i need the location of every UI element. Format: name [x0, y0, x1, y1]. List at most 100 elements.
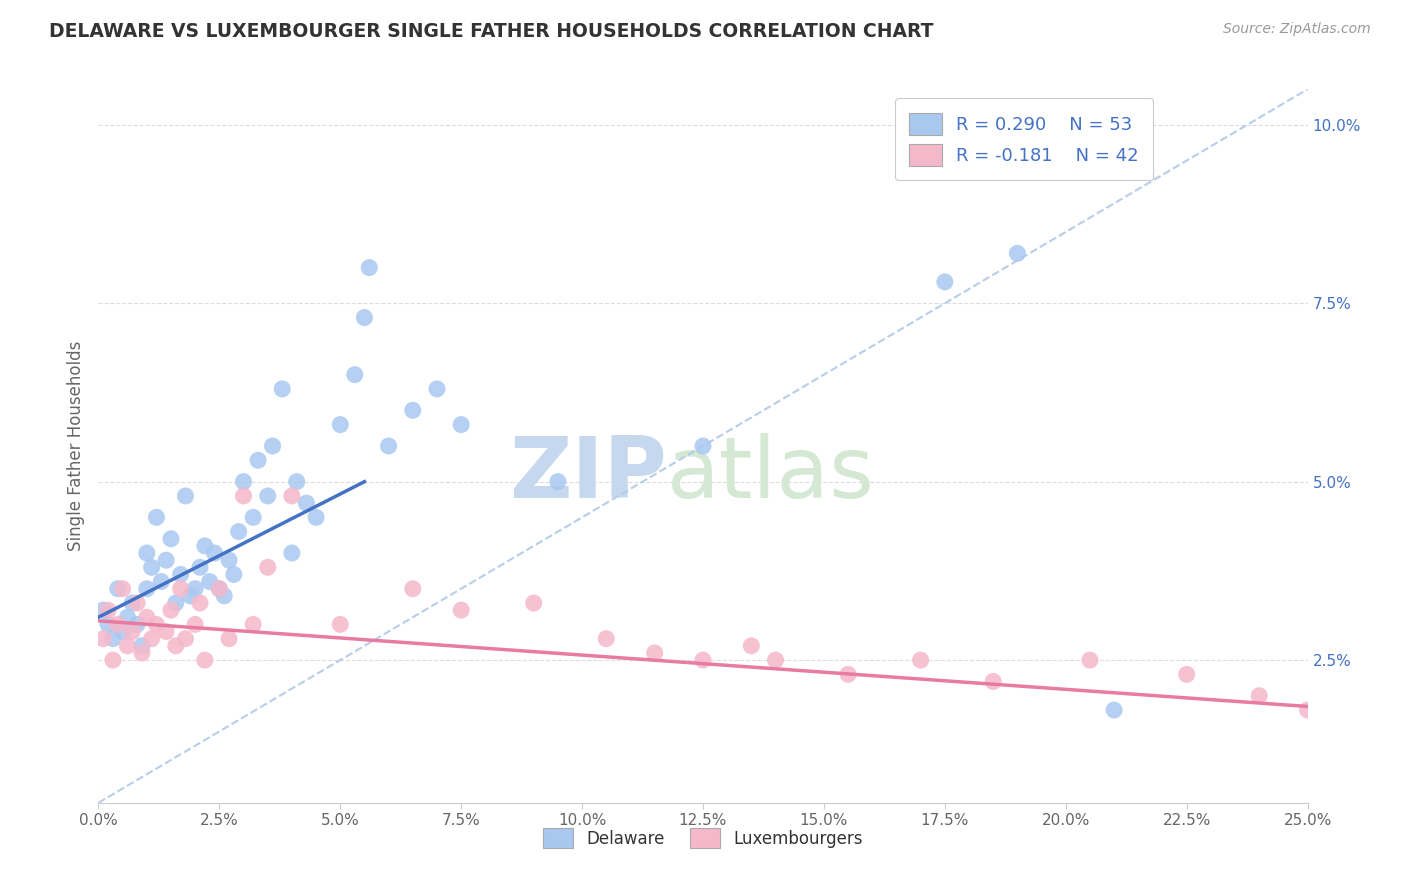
Point — [218, 553, 240, 567]
Point — [208, 582, 231, 596]
Point — [218, 632, 240, 646]
Point — [160, 532, 183, 546]
Point — [353, 310, 375, 325]
Point — [256, 560, 278, 574]
Point — [208, 582, 231, 596]
Point — [692, 653, 714, 667]
Point — [121, 624, 143, 639]
Point — [644, 646, 666, 660]
Point — [329, 417, 352, 432]
Legend: Delaware, Luxembourgers: Delaware, Luxembourgers — [537, 822, 869, 855]
Point — [692, 439, 714, 453]
Point — [117, 639, 139, 653]
Point — [212, 589, 235, 603]
Point — [228, 524, 250, 539]
Point — [295, 496, 318, 510]
Point — [174, 632, 197, 646]
Point — [135, 546, 157, 560]
Point — [981, 674, 1004, 689]
Point — [256, 489, 278, 503]
Point — [127, 596, 149, 610]
Point — [131, 639, 153, 653]
Point — [426, 382, 449, 396]
Point — [150, 574, 173, 589]
Point — [194, 539, 217, 553]
Point — [450, 603, 472, 617]
Point — [91, 603, 114, 617]
Point — [184, 617, 207, 632]
Point — [141, 632, 163, 646]
Text: DELAWARE VS LUXEMBOURGER SINGLE FATHER HOUSEHOLDS CORRELATION CHART: DELAWARE VS LUXEMBOURGER SINGLE FATHER H… — [49, 22, 934, 41]
Point — [184, 582, 207, 596]
Point — [145, 617, 167, 632]
Point — [765, 653, 787, 667]
Y-axis label: Single Father Households: Single Father Households — [66, 341, 84, 551]
Point — [188, 560, 211, 574]
Point — [1102, 703, 1125, 717]
Point — [285, 475, 308, 489]
Point — [222, 567, 245, 582]
Point — [305, 510, 328, 524]
Point — [1296, 703, 1319, 717]
Point — [165, 596, 187, 610]
Point — [97, 617, 120, 632]
Point — [343, 368, 366, 382]
Point — [359, 260, 381, 275]
Point — [204, 546, 226, 560]
Point — [402, 582, 425, 596]
Point — [1078, 653, 1101, 667]
Point — [329, 617, 352, 632]
Point — [377, 439, 399, 453]
Point — [547, 475, 569, 489]
Text: ZIP: ZIP — [509, 433, 666, 516]
Point — [111, 582, 134, 596]
Point — [232, 489, 254, 503]
Point — [135, 582, 157, 596]
Point — [97, 603, 120, 617]
Point — [135, 610, 157, 624]
Point — [169, 567, 191, 582]
Point — [111, 624, 134, 639]
Point — [402, 403, 425, 417]
Point — [242, 510, 264, 524]
Point — [232, 475, 254, 489]
Point — [121, 596, 143, 610]
Point — [281, 546, 304, 560]
Point — [174, 489, 197, 503]
Point — [145, 510, 167, 524]
Point — [141, 560, 163, 574]
Point — [101, 632, 124, 646]
Point — [107, 582, 129, 596]
Point — [837, 667, 859, 681]
Point — [101, 653, 124, 667]
Point — [523, 596, 546, 610]
Point — [934, 275, 956, 289]
Point — [281, 489, 304, 503]
Point — [1175, 667, 1198, 681]
Point — [117, 610, 139, 624]
Point — [740, 639, 762, 653]
Point — [271, 382, 294, 396]
Point — [910, 653, 932, 667]
Point — [595, 632, 617, 646]
Point — [198, 574, 221, 589]
Text: Source: ZipAtlas.com: Source: ZipAtlas.com — [1223, 22, 1371, 37]
Point — [194, 653, 217, 667]
Point — [165, 639, 187, 653]
Point — [91, 632, 114, 646]
Point — [169, 582, 191, 596]
Point — [155, 553, 177, 567]
Text: atlas: atlas — [666, 433, 875, 516]
Point — [107, 617, 129, 632]
Point — [262, 439, 284, 453]
Point — [179, 589, 201, 603]
Point — [155, 624, 177, 639]
Point — [1007, 246, 1029, 260]
Point — [131, 646, 153, 660]
Point — [242, 617, 264, 632]
Point — [247, 453, 270, 467]
Point — [450, 417, 472, 432]
Point — [188, 596, 211, 610]
Point — [127, 617, 149, 632]
Point — [160, 603, 183, 617]
